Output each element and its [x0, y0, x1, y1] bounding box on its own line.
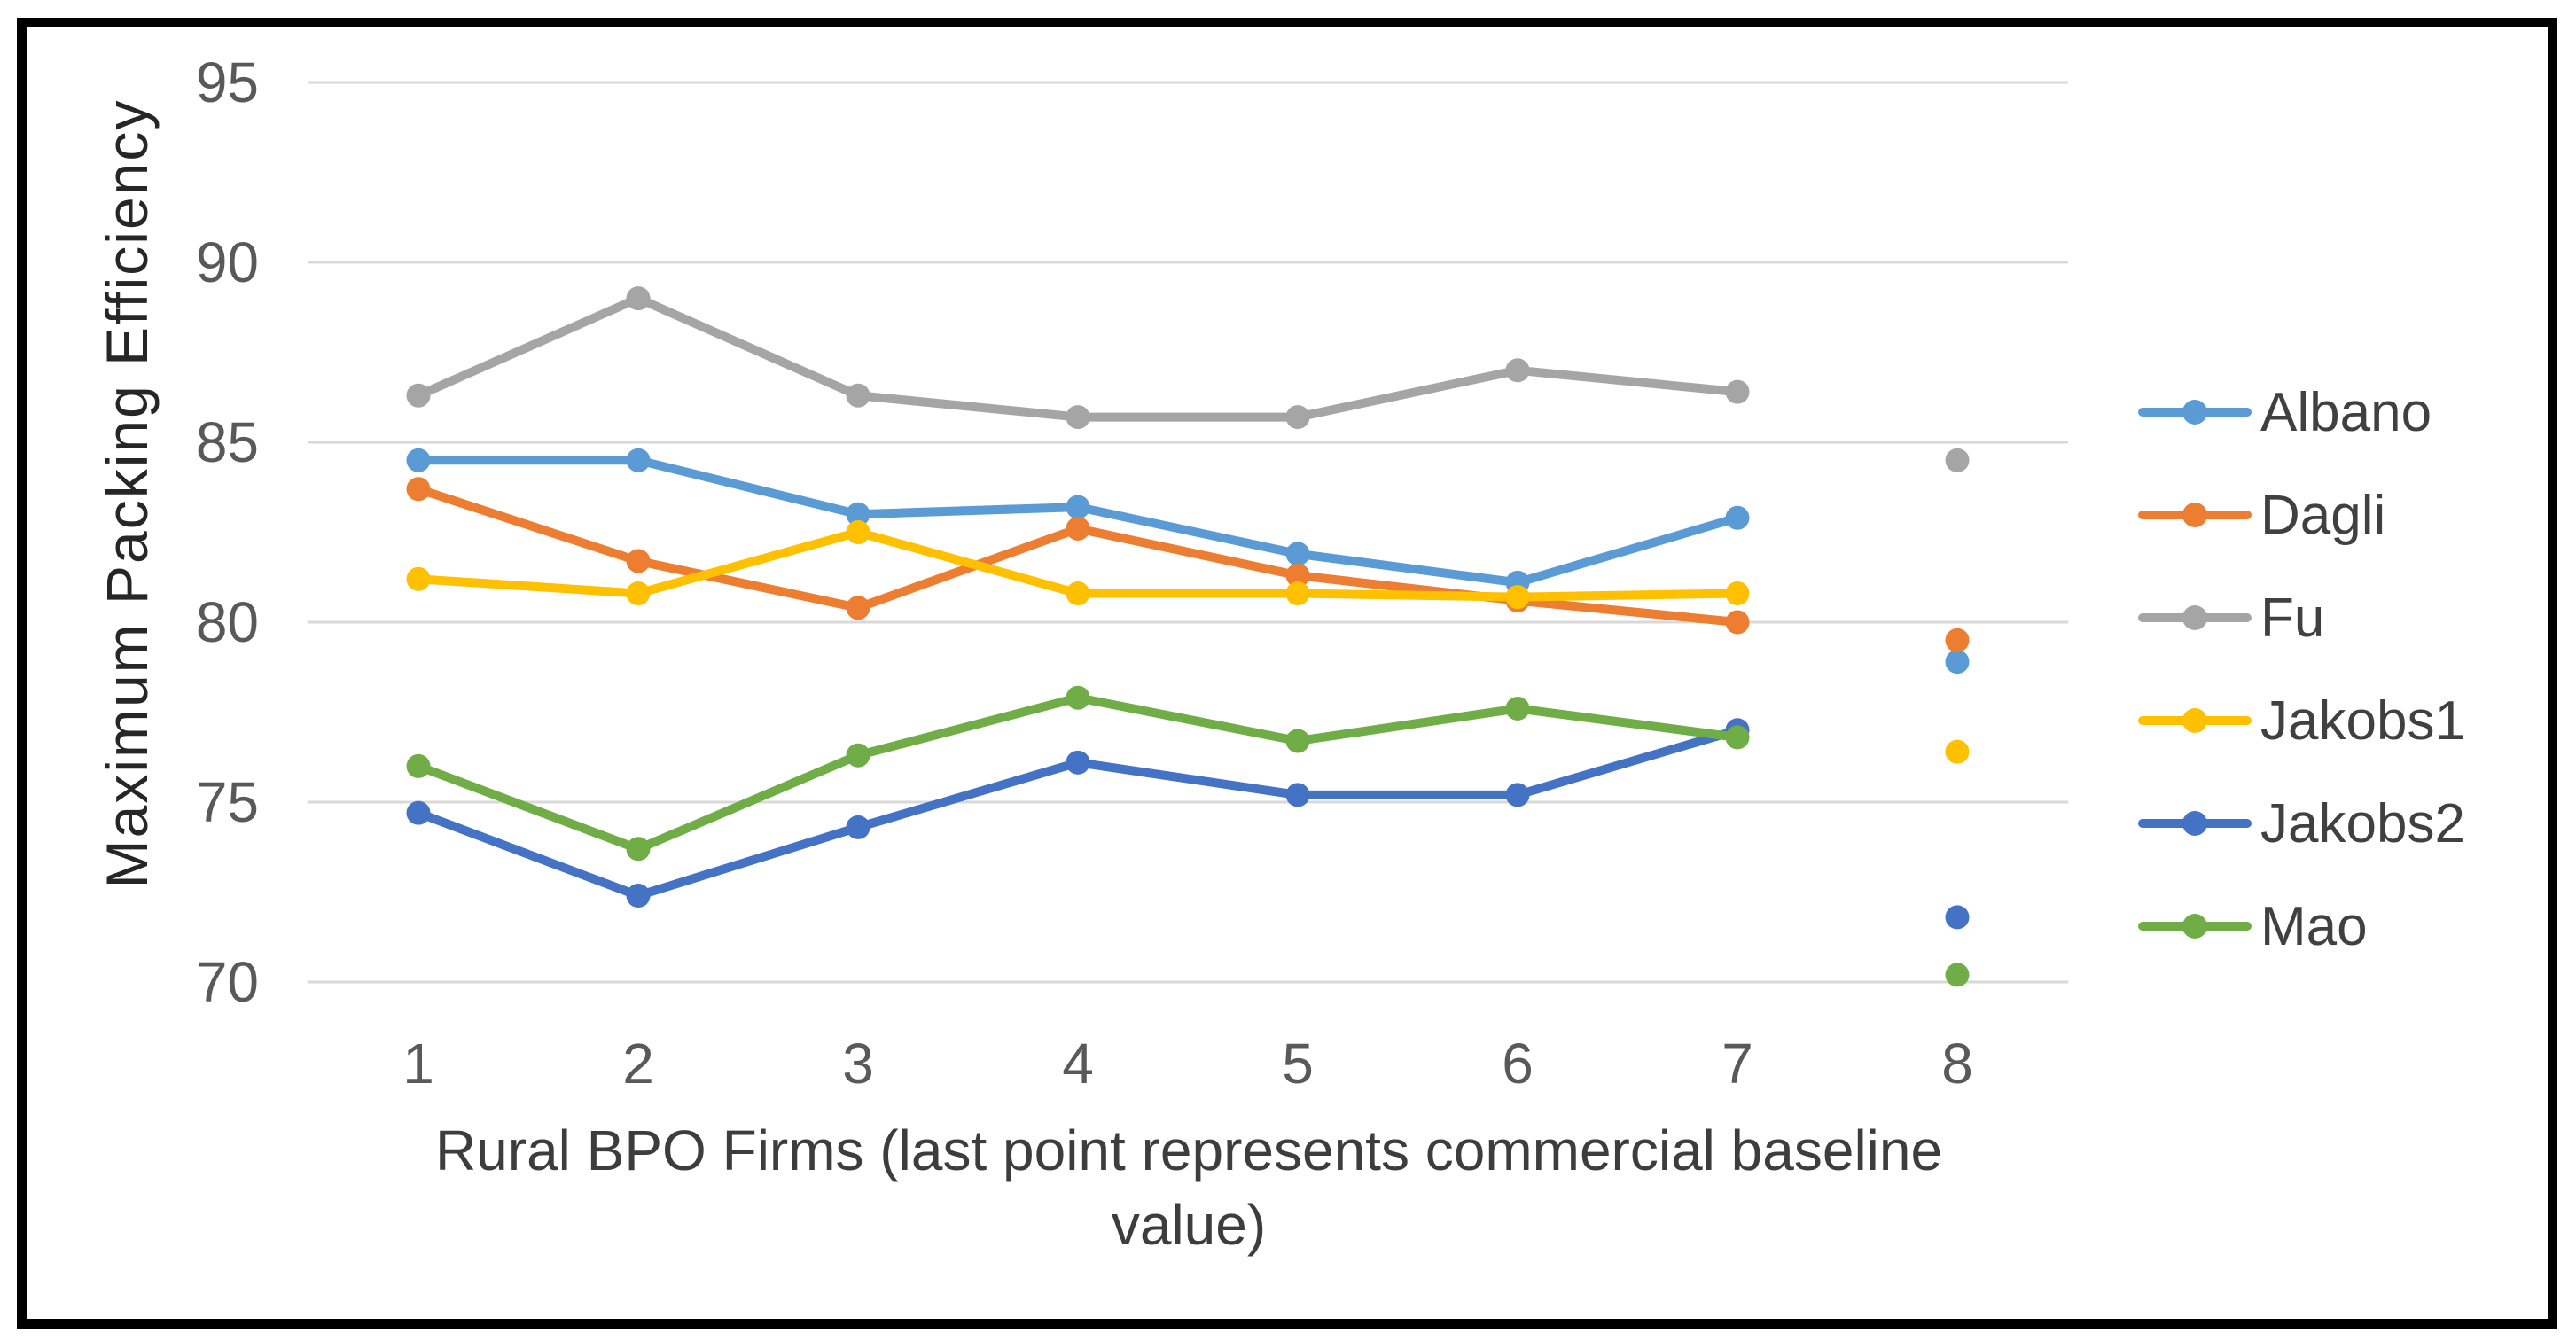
x-tick-label-4: 4: [1062, 1032, 1094, 1095]
point-mao-8: [1945, 963, 1970, 987]
legend-marker-icon: [2138, 708, 2252, 733]
point-jakobs2-3: [846, 815, 870, 839]
legend-item-mao: Mao: [2138, 875, 2465, 978]
x-axis-title-line2: value): [1111, 1193, 1267, 1257]
legend-item-fu: Fu: [2138, 566, 2465, 669]
legend-item-jakobs2: Jakobs2: [2138, 772, 2465, 875]
point-fu-1: [406, 383, 431, 408]
y-tick-label-90: 90: [196, 230, 259, 294]
legend-label: Fu: [2260, 587, 2325, 649]
point-mao-2: [626, 837, 651, 862]
point-dagli-2: [626, 549, 651, 573]
point-mao-4: [1066, 685, 1090, 710]
point-mao-6: [1505, 696, 1530, 721]
point-albano-2: [626, 448, 651, 472]
x-tick-label-7: 7: [1721, 1032, 1753, 1095]
x-tick-label-8: 8: [1941, 1032, 1973, 1095]
x-axis-title-line1: Rural BPO Firms (last point represents c…: [434, 1119, 1943, 1182]
legend-marker-icon: [2138, 503, 2252, 527]
point-mao-3: [846, 743, 870, 768]
legend-item-albano: Albano: [2138, 361, 2465, 464]
x-tick-label-1: 1: [402, 1032, 434, 1095]
point-mao-5: [1285, 729, 1310, 753]
point-fu-2: [626, 286, 651, 311]
point-albano-8: [1945, 650, 1970, 674]
legend: Albano Dagli Fu Jakobs1 Jakobs2 Mao: [2138, 361, 2465, 978]
point-albano-3: [846, 502, 870, 526]
legend-marker-icon: [2138, 914, 2252, 939]
x-tick-label-3: 3: [842, 1032, 874, 1095]
point-dagli-7: [1725, 610, 1750, 635]
point-jakobs1-7: [1725, 581, 1750, 606]
point-dagli-1: [406, 477, 431, 502]
point-jakobs2-6: [1505, 783, 1530, 807]
point-albano-1: [406, 448, 431, 472]
point-albano-4: [1066, 495, 1090, 519]
x-tick-label-5: 5: [1282, 1032, 1314, 1095]
point-dagli-3: [846, 596, 870, 620]
point-jakobs1-1: [406, 566, 431, 591]
y-tick-label-70: 70: [196, 950, 259, 1014]
point-jakobs1-5: [1285, 581, 1310, 606]
legend-label: Mao: [2260, 895, 2368, 957]
point-jakobs2-2: [626, 884, 651, 908]
y-tick-label-80: 80: [196, 590, 259, 654]
point-jakobs2-8: [1945, 905, 1970, 930]
point-fu-6: [1505, 358, 1530, 383]
point-jakobs1-4: [1066, 581, 1090, 606]
point-albano-7: [1725, 505, 1750, 530]
legend-item-jakobs1: Jakobs1: [2138, 669, 2465, 772]
legend-label: Albano: [2260, 381, 2432, 443]
legend-label: Jakobs1: [2260, 690, 2465, 752]
x-tick-label-2: 2: [622, 1032, 654, 1095]
point-fu-5: [1285, 405, 1310, 430]
point-fu-8: [1945, 448, 1970, 472]
y-axis-title: Maximum Packing Efficiency: [94, 98, 160, 889]
point-jakobs2-1: [406, 800, 431, 825]
point-dagli-5: [1285, 563, 1310, 588]
legend-marker-icon: [2138, 811, 2252, 836]
point-dagli-4: [1066, 516, 1090, 541]
y-tick-label-75: 75: [196, 770, 259, 834]
point-mao-7: [1725, 725, 1750, 750]
point-dagli-8: [1945, 628, 1970, 652]
point-jakobs1-6: [1505, 585, 1530, 610]
point-jakobs1-8: [1945, 739, 1970, 764]
legend-marker-icon: [2138, 605, 2252, 630]
point-jakobs1-3: [846, 520, 870, 544]
y-tick-label-95: 95: [196, 51, 259, 114]
legend-label: Dagli: [2260, 484, 2386, 546]
point-mao-1: [406, 753, 431, 778]
point-jakobs2-5: [1285, 783, 1310, 807]
legend-label: Jakobs2: [2260, 792, 2465, 854]
y-tick-label-85: 85: [196, 410, 259, 474]
point-albano-5: [1285, 542, 1310, 566]
point-jakobs1-2: [626, 581, 651, 606]
point-fu-3: [846, 383, 870, 408]
point-jakobs2-4: [1066, 750, 1090, 775]
x-axis-title: Rural BPO Firms (last point represents c…: [435, 1113, 1942, 1262]
x-tick-label-6: 6: [1502, 1032, 1534, 1095]
chart-frame: [17, 18, 2557, 1329]
legend-item-dagli: Dagli: [2138, 464, 2465, 566]
point-fu-7: [1725, 379, 1750, 404]
point-fu-4: [1066, 405, 1090, 430]
legend-marker-icon: [2138, 400, 2252, 425]
series-line-fu: [414, 293, 1742, 422]
